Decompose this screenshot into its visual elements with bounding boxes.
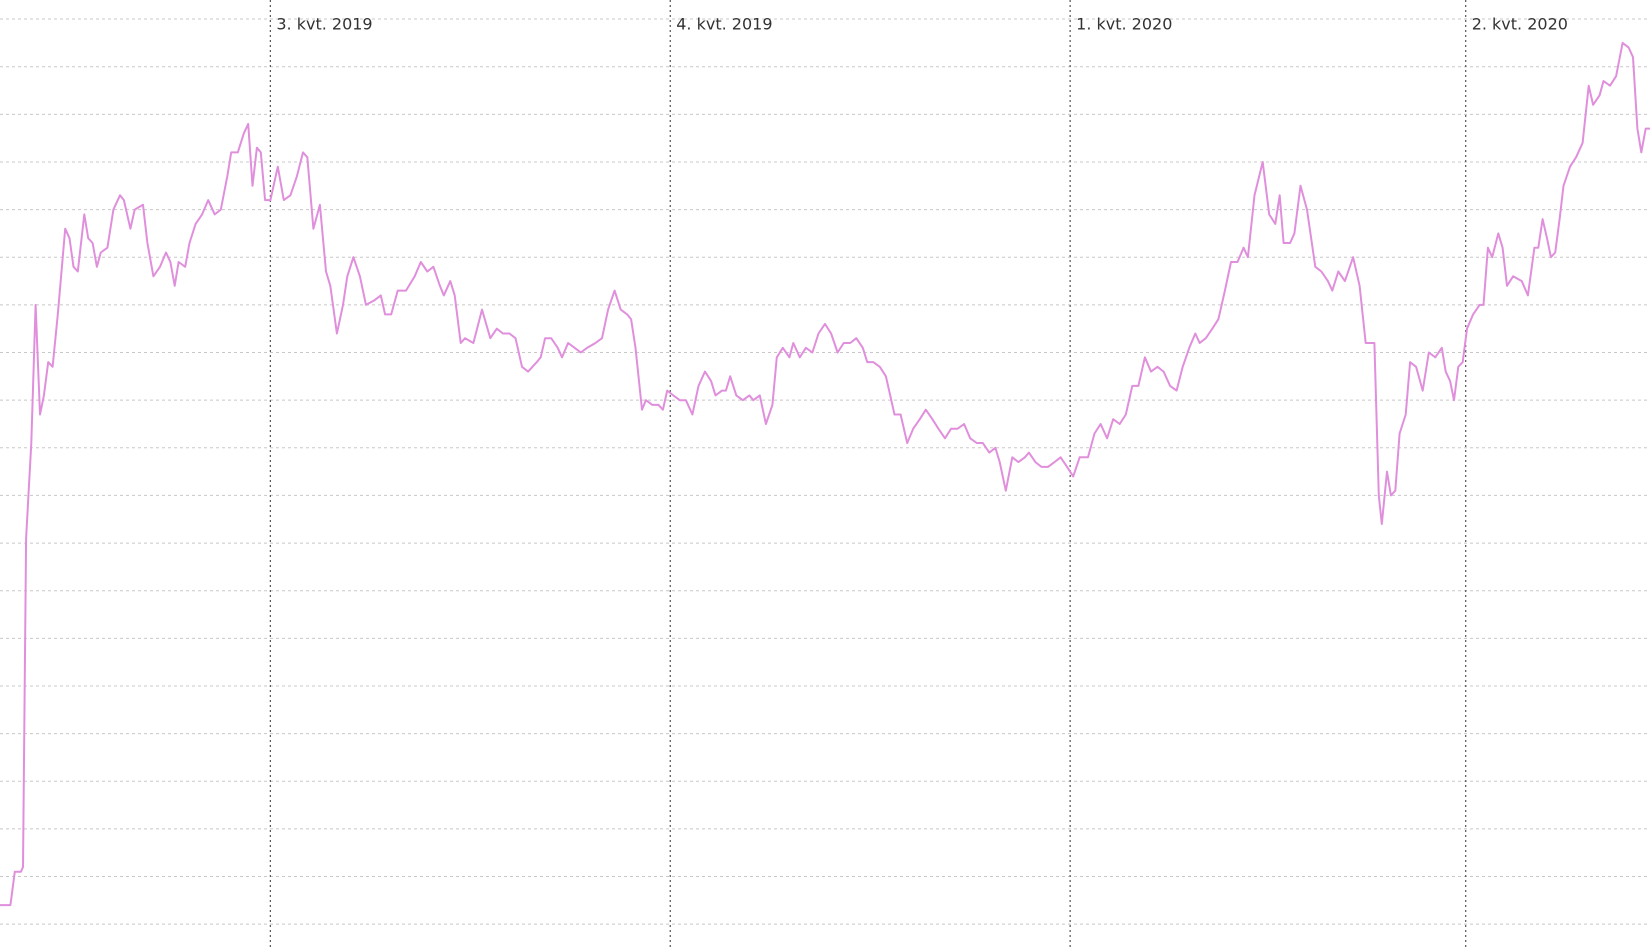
period-label: 2. kvt. 2020	[1472, 15, 1568, 34]
period-label: 1. kvt. 2020	[1076, 15, 1172, 34]
period-label: 3. kvt. 2019	[276, 15, 372, 34]
period-label: 4. kvt. 2019	[676, 15, 772, 34]
price-line	[0, 41, 1650, 907]
